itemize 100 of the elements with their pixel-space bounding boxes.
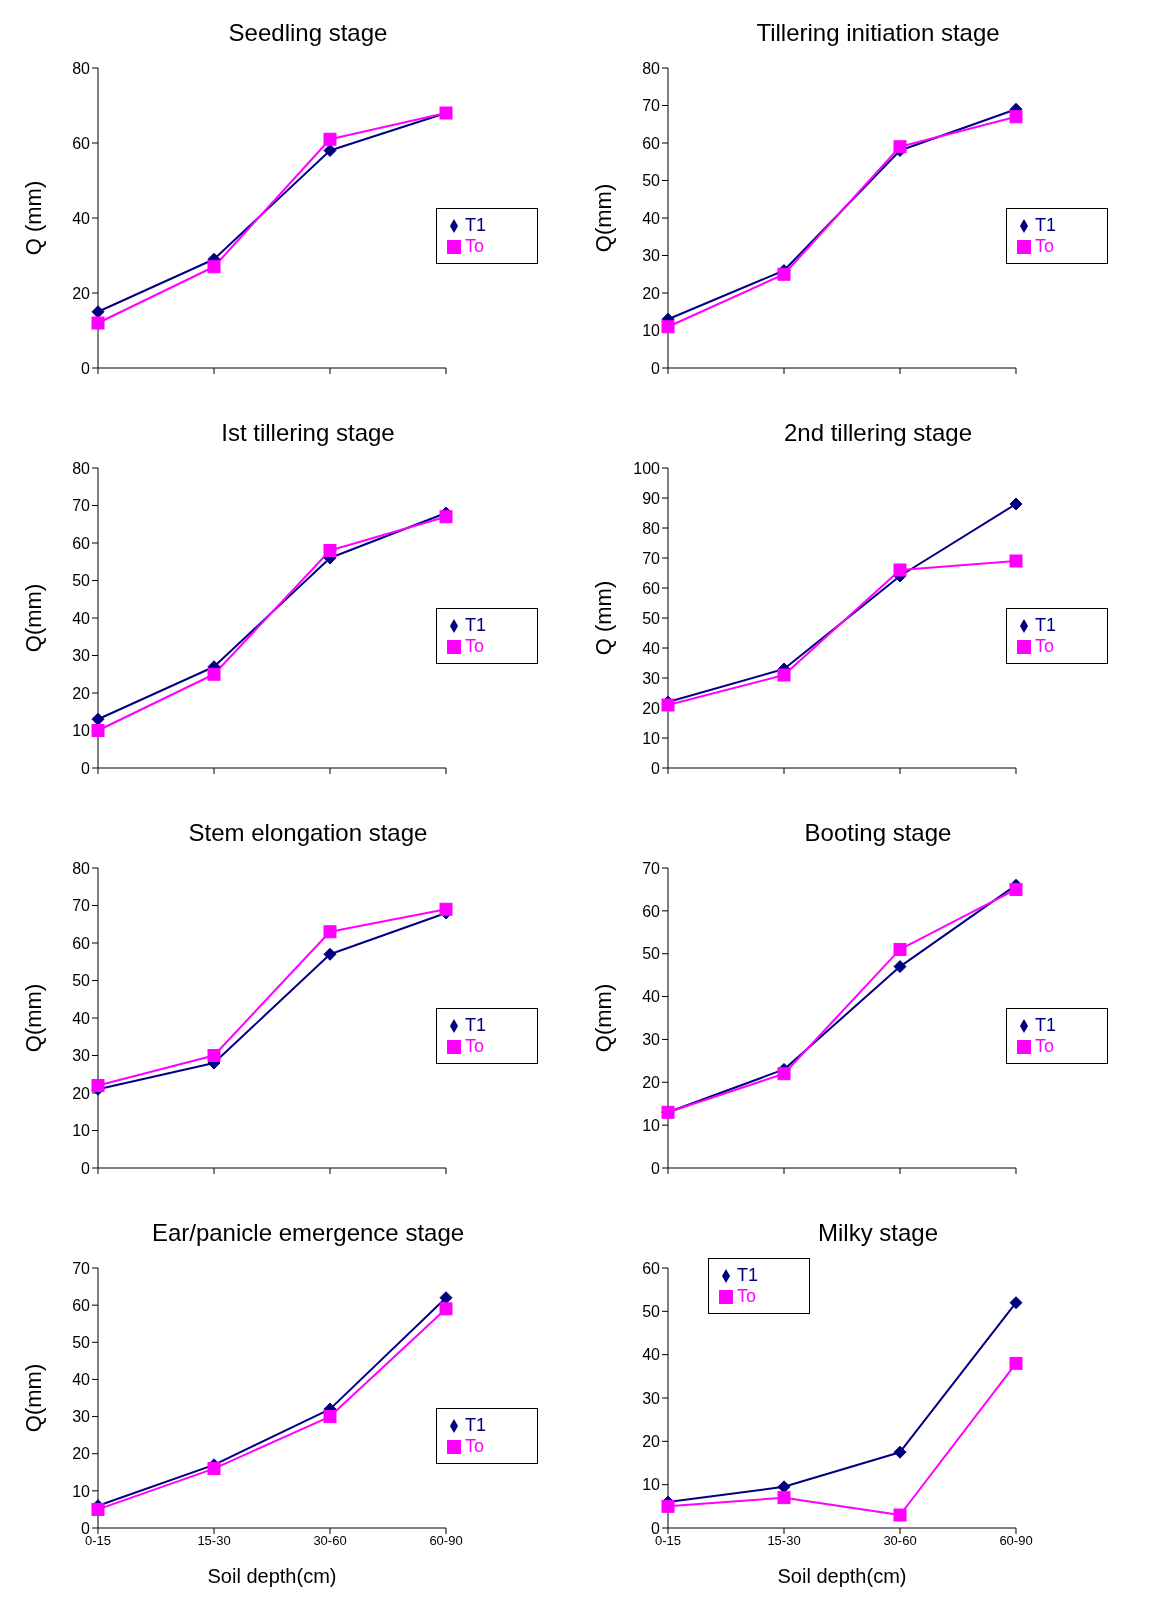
- point: [1009, 497, 1023, 511]
- y-tick-label: 70: [72, 1259, 91, 1277]
- legend-label: T1: [1035, 1015, 1057, 1035]
- y-tick-label: 80: [642, 519, 661, 537]
- point: [661, 320, 675, 334]
- point: [439, 902, 453, 916]
- legend-label: T1: [737, 1265, 759, 1285]
- point: [323, 947, 337, 961]
- legend-label: T1: [465, 1015, 487, 1035]
- chart-title: Tillering initiation stage: [755, 18, 1001, 48]
- legend-label: To: [465, 636, 485, 656]
- y-tick-label: 80: [72, 859, 91, 877]
- y-tick-label: 20: [72, 1084, 91, 1102]
- y-tick-label: 70: [642, 859, 661, 877]
- y-tick-label: 40: [72, 609, 91, 627]
- y-tick-label: 50: [642, 609, 661, 627]
- point: [323, 132, 337, 146]
- y-tick-label: 20: [72, 284, 91, 302]
- chart-title: Ist tillering stage: [220, 418, 396, 448]
- legend-label: To: [465, 236, 485, 256]
- point: [323, 925, 337, 939]
- y-tick-label: 70: [642, 97, 661, 115]
- y-tick-label: 0: [651, 359, 661, 377]
- point: [439, 1291, 453, 1305]
- y-axis-title: Q(mm): [20, 983, 46, 1053]
- chart-title: Stem elongation stage: [187, 818, 429, 848]
- y-axis-title: Q(mm): [590, 983, 616, 1053]
- point: [323, 144, 337, 157]
- y-tick-label: 20: [642, 699, 661, 717]
- point: [323, 1410, 337, 1424]
- y-tick-label: 70: [642, 549, 661, 567]
- y-tick-label: 20: [642, 284, 661, 302]
- point: [91, 724, 105, 737]
- legend-label: T1: [465, 1415, 487, 1435]
- y-tick-label: 20: [72, 1445, 91, 1463]
- legend-label: T1: [465, 615, 487, 635]
- x-tick-label: 30-60: [313, 1533, 347, 1549]
- y-axis-title: Q (mm): [20, 180, 46, 256]
- y-tick-label: 80: [642, 59, 661, 77]
- y-tick-label: 0: [651, 759, 661, 777]
- point: [777, 1067, 791, 1081]
- point: [893, 140, 907, 154]
- y-tick-label: 40: [72, 209, 91, 227]
- y-tick-label: 40: [642, 209, 661, 227]
- x-tick-label: 60-90: [999, 1533, 1033, 1549]
- y-tick-label: 50: [642, 945, 661, 963]
- y-tick-label: 60: [72, 134, 91, 152]
- y-tick-label: 50: [72, 972, 91, 990]
- chart-title: Seedling stage: [227, 18, 389, 48]
- y-tick-label: 80: [72, 59, 91, 77]
- x-tick-label: 30-60: [883, 1533, 917, 1549]
- legend-label: To: [1035, 636, 1055, 656]
- point: [893, 942, 907, 956]
- y-tick-label: 100: [633, 459, 661, 477]
- y-tick-label: 60: [72, 534, 91, 552]
- point: [777, 1491, 791, 1505]
- y-tick-label: 40: [642, 639, 661, 657]
- y-axis-title: Q(mm): [590, 183, 616, 253]
- y-tick-label: 40: [72, 1371, 91, 1389]
- chart-title: Booting stage: [803, 818, 953, 848]
- y-tick-label: 50: [72, 1333, 91, 1351]
- y-tick-label: 30: [72, 1047, 91, 1065]
- chart-title: Ear/panicle emergence stage: [150, 1218, 466, 1248]
- y-tick-label: 70: [72, 897, 91, 915]
- y-axis-title: Q (mm): [590, 580, 616, 656]
- legend-label: To: [1035, 236, 1055, 256]
- point: [893, 563, 907, 577]
- point: [91, 1079, 105, 1092]
- legend-label: To: [737, 1286, 757, 1306]
- legend-label: T1: [1035, 615, 1057, 635]
- legend-label: To: [465, 1436, 485, 1456]
- y-tick-label: 60: [642, 134, 661, 152]
- y-tick-label: 30: [642, 247, 661, 265]
- point: [1009, 554, 1023, 568]
- point: [1009, 882, 1023, 896]
- y-tick-label: 30: [642, 669, 661, 687]
- x-axis-title: Soil depth(cm): [207, 1565, 337, 1587]
- y-tick-label: 60: [642, 579, 661, 597]
- y-tick-label: 50: [642, 172, 661, 190]
- y-tick-label: 30: [72, 1408, 91, 1426]
- point: [1009, 110, 1023, 124]
- y-tick-label: 20: [642, 1073, 661, 1091]
- y-axis-title: Q(mm): [20, 1363, 46, 1433]
- y-tick-label: 10: [642, 322, 661, 340]
- point: [439, 1302, 453, 1316]
- chart-title: Milky stage: [816, 1218, 939, 1248]
- y-tick-label: 40: [642, 988, 661, 1006]
- point: [893, 1445, 907, 1459]
- point: [323, 544, 337, 557]
- y-tick-label: 60: [72, 934, 91, 952]
- point: [893, 1508, 907, 1522]
- point: [777, 1480, 791, 1494]
- point: [207, 1049, 221, 1062]
- point: [439, 510, 453, 524]
- y-tick-label: 0: [81, 359, 91, 377]
- y-tick-label: 60: [72, 1296, 91, 1314]
- point: [207, 260, 221, 274]
- y-tick-label: 50: [72, 572, 91, 590]
- point: [661, 1499, 675, 1513]
- y-tick-label: 10: [72, 722, 91, 740]
